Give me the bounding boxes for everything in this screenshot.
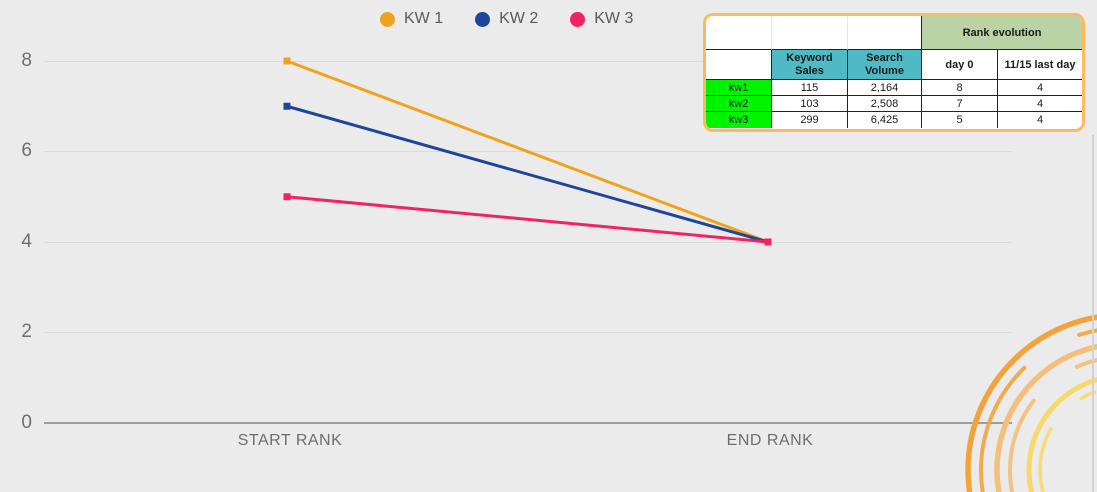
xlabel-end-rank: END RANK [726,432,814,449]
col-header-search-volume: Search Volume [848,50,922,80]
kw2-day-0: 7 [922,96,998,112]
kw3-last-day: 4 [1036,114,1044,126]
gridline-4 [44,242,1012,243]
gridline-2 [44,332,1012,333]
kw2-last-day: 4 [998,96,1082,112]
rank-evolution-table-grid: Rank evolution Keyword Sales Search Volu… [706,16,1082,128]
legend-item-kw2: KW 2 [475,10,538,28]
chart-legend: KW 1 KW 2 KW 3 [380,10,633,28]
col-header-day-0: day 0 [922,50,998,80]
kw1-day-0: 8 [922,80,998,96]
col-header-last-day: 11/15 last day [998,50,1082,80]
kw3-keyword-sales: 299 [772,112,848,128]
rank-evolution-header: Rank evolution [922,16,1082,50]
gridline-0-baseline [44,422,1012,424]
ytick-8: 8 [21,50,32,71]
kw2-search-volume: 2,508 [848,96,922,112]
table-row-kw1: kw1 115 2,164 8 4 [706,80,1082,96]
row-label-kw2: kw2 [706,96,772,112]
row-label-kw3: kw3 [706,112,772,128]
table-blank-cell [848,16,922,50]
legend-label-kw2: KW 2 [499,10,539,27]
kw1-series-dot-icon [380,11,395,27]
ytick-0: 0 [21,412,32,433]
right-edge-divider [1092,135,1094,492]
table-blank-cell [706,16,772,50]
kw1-keyword-sales: 115 [772,80,848,96]
table-blank-cell [706,50,772,80]
table-row-kw3: kw3 299 6,425 5 4 [706,112,1082,128]
table-row-kw2: kw2 103 2,508 7 4 [706,96,1082,112]
kw1-search-volume: 2,164 [848,80,922,96]
ytick-4: 4 [21,231,32,252]
kw1-last-day: 4 [998,80,1082,96]
rank-evolution-table: Rank evolution Keyword Sales Search Volu… [703,13,1085,132]
row-label-kw1: kw1 [706,80,772,96]
gridline-8 [44,61,1012,62]
legend-label-kw3: KW 3 [594,10,634,27]
kw3-series-dot-icon [570,11,586,27]
decorative-arcs [965,314,1097,492]
kw3-day-0: 5 [922,112,998,128]
legend-item-kw1: KW 1 [380,10,443,28]
col-header-keyword-sales: Keyword Sales [772,50,848,80]
table-blank-cell [772,16,848,50]
ytick-2: 2 [21,321,32,342]
kw2-keyword-sales: 103 [772,96,848,112]
ytick-6: 6 [21,140,32,161]
xlabel-start-rank: START RANK [237,432,343,449]
kw2-series-dot-icon [475,11,491,27]
kw3-search-volume: 6,425 [848,112,922,128]
legend-item-kw3: KW 3 [570,10,633,28]
legend-label-kw1: KW 1 [404,10,444,27]
